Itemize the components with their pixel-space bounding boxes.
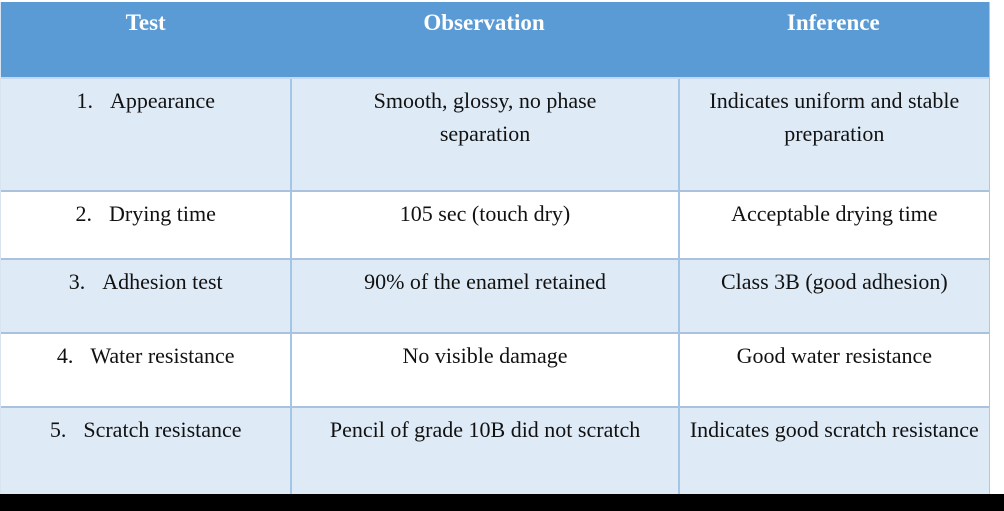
cell-inference-1: Indicates uniform and stable preparation [677,79,989,190]
header-cell-observation: Observation [423,10,545,35]
row-number: 5. [49,417,67,442]
observation-text: No visible damage [402,343,568,368]
test-name: Drying time [108,201,216,226]
table-row-scratch-resistance: 5. Scratch resistance Pencil of grade 10B… [1,406,989,494]
row-number: 1. [76,88,93,113]
test-name: Water resistance [90,343,235,368]
cell-inference-2: Acceptable drying time [677,192,989,258]
observation-text: 105 sec (touch dry) [399,201,571,226]
inference-text: Good water resistance [736,343,933,368]
table-header-row: Test Observation Inference [1,2,989,77]
cell-inference-3: Class 3B (good adhesion) [677,260,989,332]
table-row-water-resistance: 4. Water resistance No visible damage Goo… [1,332,989,406]
test-name: Adhesion test [102,269,223,294]
inference-text: Indicates uniform and stable preparation [709,88,960,146]
cell-test-4: 4. Water resistance [1,334,290,406]
bottom-black-bar [0,494,1004,511]
table-row-appearance: 1. Appearance Smooth, glossy, no phase se… [1,77,989,190]
table-row-adhesion-test: 3. Adhesion test 90% of the enamel retain… [1,258,989,332]
observation-text: Pencil of grade 10B did not scratch [329,417,641,442]
cell-observation-4: No visible damage [290,334,677,406]
test-name: Scratch resistance [83,417,242,442]
row-number: 2. [75,201,92,226]
observation-text: Smooth, glossy, no phase separation [373,88,597,146]
cell-test-1: 1. Appearance [1,79,290,190]
header-cell-inference: Inference [786,10,880,35]
inference-text: Class 3B (good adhesion) [720,269,948,294]
cell-observation-1: Smooth, glossy, no phase separation [290,79,677,190]
cell-test-3: 3. Adhesion test [1,260,290,332]
inference-text: Indicates good scratch resistance [689,417,979,442]
cell-observation-5: Pencil of grade 10B did not scratch [290,408,677,494]
cell-inference-4: Good water resistance [677,334,989,406]
header-cell-test: Test [125,10,166,35]
cell-observation-2: 105 sec (touch dry) [290,192,677,258]
cell-inference-5: Indicates good scratch resistance [677,408,989,494]
row-number: 4. [56,343,74,368]
cell-observation-3: 90% of the enamel retained [290,260,677,332]
row-number: 3. [68,269,86,294]
cell-test-5: 5. Scratch resistance [1,408,290,494]
table-row-drying-time: 2. Drying time 105 sec (touch dry) Accept… [1,190,989,258]
test-name: Appearance [109,88,215,113]
results-table: Test Observation Inference 1. Appearance … [0,2,990,494]
inference-text: Acceptable drying time [731,201,938,226]
observation-text: 90% of the enamel retained [364,269,606,294]
cell-test-2: 2. Drying time [1,192,290,258]
